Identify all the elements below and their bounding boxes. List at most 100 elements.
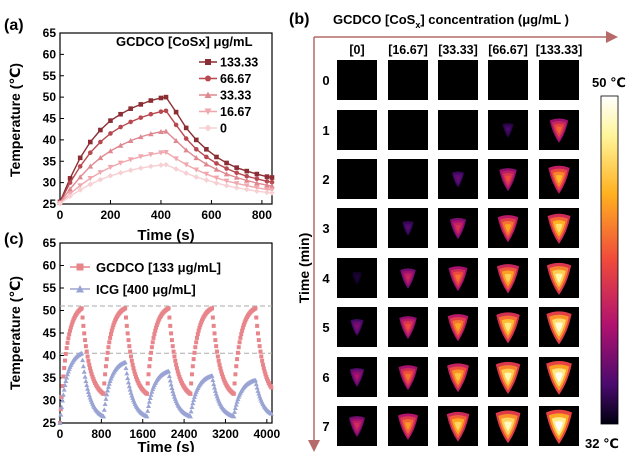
panel-a-point-0: [233, 184, 240, 191]
panel-c-point-0: [64, 346, 69, 351]
colorbar-max-label: 50 ℃: [592, 75, 626, 90]
panel-a-point-0: [269, 190, 275, 196]
panel-c-point-0: [107, 340, 112, 345]
panel-a-point-0: [163, 161, 169, 168]
panel-c-point-1: [125, 379, 131, 385]
panel-c-point-0: [260, 358, 265, 363]
panel-a-legend-marker: [205, 59, 211, 65]
panel-c-point-0: [91, 377, 96, 382]
panel-c-point-0: [236, 345, 241, 350]
panel-a-ytick-label: 55: [43, 69, 57, 83]
thermal-spot: [405, 373, 411, 381]
panel-a-xlabel: Time (s): [137, 227, 194, 244]
thermal-spot: [355, 324, 359, 330]
panel-c-ytick-label: 65: [43, 236, 57, 250]
panel-c-point-0: [220, 372, 225, 377]
panel-c-point-1: [100, 413, 106, 419]
panel-c-point-1: [65, 369, 71, 374]
panel-c-point-1: [209, 373, 215, 378]
panel-c-xtick-label: 800: [91, 427, 111, 441]
panel-c-point-0: [149, 350, 154, 355]
panel-c-point-0: [149, 345, 154, 350]
panel-c-point-0: [189, 381, 194, 386]
panel-c-point-0: [235, 357, 240, 362]
panel-a-point-66.67: [264, 179, 270, 184]
thermal-spot: [404, 422, 412, 431]
panel-c-point-1: [124, 370, 130, 376]
panel-a-point-33.33: [264, 182, 270, 188]
column-header: [0]: [349, 43, 364, 57]
thermal-cell: [438, 110, 478, 150]
panel-c-point-1: [188, 408, 194, 414]
panel-a-point-66.67: [163, 108, 169, 114]
panel-c-xlabel: Time (s): [137, 439, 194, 452]
panel-c-point-0: [173, 358, 178, 363]
panel-c-point-1: [59, 404, 65, 410]
panel-c-point-0: [124, 323, 129, 328]
panel-a-point-0: [127, 167, 134, 174]
panel-c-point-0: [128, 349, 133, 354]
column-header: [16.67]: [388, 43, 428, 57]
panel-a-point-16.67: [137, 154, 144, 160]
panel-a-legend-entry: 133.33: [220, 56, 258, 70]
panel-a-point-33.33: [203, 161, 210, 167]
panel-c-point-0: [125, 331, 130, 336]
panel-a-point-0: [87, 181, 94, 188]
panel-a-point-66.67: [214, 161, 219, 166]
thermal-cell: [488, 60, 528, 100]
panel-c-point-0: [257, 344, 262, 349]
panel-a-point-0: [117, 169, 124, 176]
panel-c-point-0: [144, 391, 149, 396]
panel-c-point-1: [233, 402, 239, 407]
panel-a-point-133.33: [87, 139, 93, 145]
thermal-spot: [354, 374, 360, 380]
panel-a-point-133.33: [269, 175, 275, 180]
thermal-cell: [539, 60, 579, 100]
thermal-spot: [555, 273, 563, 284]
panel-c-point-1: [146, 403, 152, 409]
panel-c-point-0: [101, 391, 106, 396]
panel-a-point-33.33: [183, 147, 189, 153]
panel-a-ytick-label: 60: [43, 47, 57, 61]
thermal-spot: [555, 322, 563, 333]
thermal-spot: [405, 275, 411, 282]
thermal-spot: [504, 421, 512, 432]
panel-a-point-33.33: [87, 163, 94, 169]
panel-c-point-0: [123, 315, 128, 320]
panel-c-point-0: [86, 358, 91, 363]
panel-a-xtick-label: 600: [201, 208, 221, 222]
panel-c-point-1: [190, 400, 196, 406]
panel-c-point-0: [210, 306, 215, 311]
panel-a-point-0: [254, 188, 260, 194]
panel-a-point-0: [193, 174, 200, 180]
panel-a-legend-title: GCDCO [CoSx] μg/mL: [116, 34, 253, 49]
panel-b-thermal-grid: [337, 60, 579, 446]
panel-a-point-66.67: [183, 136, 189, 141]
panel-c-point-0: [65, 340, 70, 345]
panel-c-point-0: [219, 369, 224, 374]
panel-a-point-16.67: [87, 176, 94, 182]
panel-a-point-66.67: [108, 131, 113, 136]
panel-a-point-133.33: [264, 174, 270, 179]
panel-a-point-0: [77, 187, 83, 193]
panel-c-point-0: [254, 315, 259, 320]
panel-c-point-1: [169, 385, 175, 391]
panel-a: (a) GCDCO [CoSx] μg/mL 0 200 400 600 8002530…: [4, 17, 275, 244]
panel-a-point-33.33: [67, 186, 73, 192]
panel-c-point-0: [62, 366, 67, 371]
panel-c-point-0: [260, 362, 265, 367]
panel-c-point-0: [134, 374, 139, 379]
thermal-spot: [505, 175, 511, 183]
panel-a-point-133.33: [148, 98, 154, 103]
thermal-cell: [337, 110, 377, 150]
panel-c-point-0: [102, 381, 107, 386]
panel-c-point-1: [268, 411, 274, 416]
panel-c-point-1: [85, 386, 91, 391]
panel-a-legend-entry: 0: [220, 122, 227, 136]
panel-c-point-0: [58, 407, 63, 412]
panel-a-point-133.33: [204, 146, 209, 152]
panel-c-point-1: [107, 378, 113, 383]
thermal-cell: [337, 159, 377, 199]
panel-a-legend-marker: [205, 75, 211, 82]
panel-c-legend-entry: GCDCO [133 μg/mL]: [96, 260, 221, 275]
